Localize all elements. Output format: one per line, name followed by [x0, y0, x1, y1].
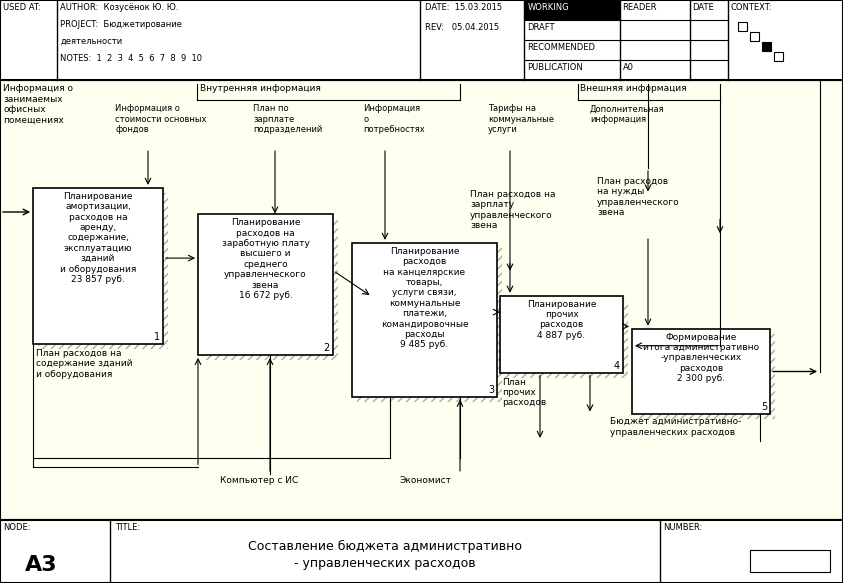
Text: Бюджет административно-
управленческих расходов: Бюджет административно- управленческих р… — [610, 417, 741, 437]
Text: 5: 5 — [760, 402, 767, 412]
Bar — [524, 0, 620, 20]
Text: План расходов
на нужды
управленческого
звена: План расходов на нужды управленческого з… — [597, 177, 679, 217]
Text: 1: 1 — [154, 332, 160, 342]
Text: Тарифы на
коммунальные
услуги: Тарифы на коммунальные услуги — [488, 104, 554, 134]
Text: Планирование
амортизации,
расходов на
аренду,
содержание,
эксплуатацию
зданий
и : Планирование амортизации, расходов на ар… — [60, 192, 137, 284]
Bar — [0, 80, 843, 520]
Bar — [203, 219, 338, 360]
Text: План расходов на
зарплату
управленческого
звена: План расходов на зарплату управленческог… — [470, 190, 556, 230]
Text: Формирование
итога административно
-управленческих
расходов
2 300 руб.: Формирование итога административно -упра… — [643, 332, 759, 383]
Text: DATE:  15.03.2015: DATE: 15.03.2015 — [425, 3, 502, 12]
Bar — [0, 520, 843, 583]
Text: А3: А3 — [25, 555, 57, 575]
Bar — [774, 52, 782, 61]
Bar — [738, 22, 747, 31]
Text: - управленческих расходов: - управленческих расходов — [294, 557, 475, 570]
Bar — [0, 0, 843, 80]
Text: CONTEXT:: CONTEXT: — [731, 3, 772, 12]
Text: Внутренняя информация: Внутренняя информация — [200, 85, 321, 93]
Text: REV:   05.04.2015: REV: 05.04.2015 — [425, 23, 499, 32]
Text: A0: A0 — [623, 63, 634, 72]
Text: 3: 3 — [488, 385, 494, 395]
Text: План по
зарплате
подразделений: План по зарплате подразделений — [253, 104, 322, 134]
Text: NODE:: NODE: — [3, 523, 30, 532]
Bar — [198, 214, 333, 355]
Bar — [761, 42, 771, 51]
Text: AUTHOR:  Козусёнок Ю. Ю.: AUTHOR: Козусёнок Ю. Ю. — [61, 3, 179, 12]
Text: 4: 4 — [614, 361, 620, 371]
Text: Экономист: Экономист — [400, 476, 452, 485]
Bar — [357, 248, 502, 402]
Text: TITLE:: TITLE: — [115, 523, 140, 532]
Text: Компьютер с ИС: Компьютер с ИС — [220, 476, 298, 485]
Bar — [33, 188, 163, 344]
Text: Информация
о
потребностях: Информация о потребностях — [363, 104, 425, 134]
Text: Составление бюджета административно: Составление бюджета административно — [248, 540, 522, 553]
Text: План
прочих
расходов: План прочих расходов — [502, 378, 546, 408]
Bar — [505, 301, 628, 378]
Text: деятельности: деятельности — [61, 37, 122, 46]
Text: USED AT:: USED AT: — [3, 3, 40, 12]
Text: Дополнительная
информация: Дополнительная информация — [590, 104, 664, 124]
Text: RECOMMENDED: RECOMMENDED — [528, 43, 595, 52]
Text: NOTES:  1  2  3  4  5  6  7  8  9  10: NOTES: 1 2 3 4 5 6 7 8 9 10 — [61, 54, 202, 63]
Text: NUMBER:: NUMBER: — [663, 523, 702, 532]
Bar — [352, 243, 497, 397]
Text: Информация о
занимаемых
офисных
помещениях: Информация о занимаемых офисных помещени… — [3, 85, 73, 125]
Text: PROJECT:  Бюджетирование: PROJECT: Бюджетирование — [61, 20, 182, 29]
Bar — [38, 193, 168, 349]
Bar — [500, 296, 623, 373]
Text: DRAFT: DRAFT — [528, 23, 555, 32]
Text: Внешняя информация: Внешняя информация — [580, 85, 687, 93]
Text: PUBLICATION: PUBLICATION — [528, 63, 583, 72]
Text: WORKING: WORKING — [528, 3, 569, 12]
Bar — [749, 32, 759, 41]
Text: 2: 2 — [324, 343, 330, 353]
Bar — [637, 333, 775, 419]
Text: Планирование
расходов
на канцелярские
товары,
услуги связи,
коммунальные
платежи: Планирование расходов на канцелярские то… — [381, 247, 469, 349]
Bar — [750, 550, 830, 572]
Text: Планирование
прочих
расходов
4 887 руб.: Планирование прочих расходов 4 887 руб. — [527, 300, 596, 340]
Bar — [632, 329, 770, 415]
Text: Планирование
расходов на
заработную плату
высшего и
среднего
управленческого
зве: Планирование расходов на заработную плат… — [222, 218, 309, 300]
Text: План расходов на
содержание зданий
и оборудования: План расходов на содержание зданий и обо… — [36, 349, 132, 379]
Text: DATE: DATE — [693, 3, 714, 12]
Text: Информация о
стоимости основных
фондов: Информация о стоимости основных фондов — [115, 104, 207, 134]
Text: READER: READER — [623, 3, 657, 12]
